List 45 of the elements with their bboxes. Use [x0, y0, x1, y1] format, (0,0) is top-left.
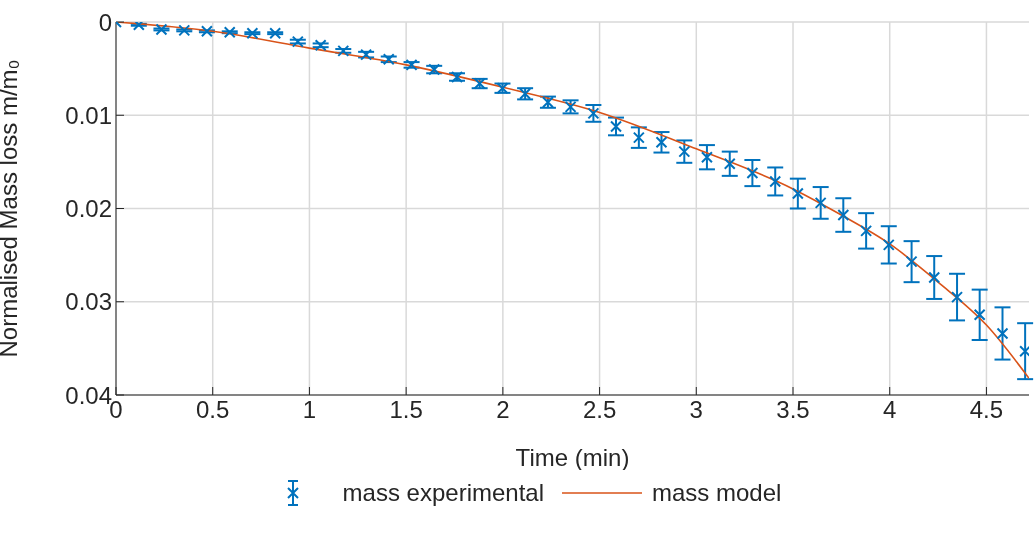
x-tick-label: 1.5 — [389, 396, 423, 424]
y-tick-label: 0.01 — [65, 101, 112, 129]
point — [655, 136, 668, 149]
point — [814, 196, 827, 209]
x-tick-label: 3 — [689, 396, 703, 424]
point — [337, 44, 350, 57]
legend-label: mass experimental — [342, 479, 545, 507]
x-tick-label: 2.5 — [582, 396, 617, 424]
point — [632, 131, 645, 144]
point — [678, 145, 691, 158]
point — [610, 120, 623, 133]
point — [223, 26, 236, 39]
point — [860, 224, 873, 237]
point — [314, 39, 327, 52]
point — [746, 167, 759, 180]
legend-label: mass model — [652, 479, 782, 507]
y-axis-title: Normalised Mass loss m/m₀ — [0, 59, 22, 358]
x-tick-label: 2 — [496, 396, 510, 424]
x-tick-label: 4.5 — [969, 396, 1004, 424]
x-tick-label: 1 — [302, 396, 317, 424]
point — [791, 187, 804, 200]
point — [769, 175, 782, 188]
y-tick-label: 0.02 — [65, 195, 112, 223]
point — [928, 271, 941, 284]
x-tick-label: 3.5 — [776, 396, 810, 424]
point — [882, 238, 895, 251]
point — [178, 24, 191, 37]
point — [700, 151, 713, 164]
y-tick-label: 0 — [98, 8, 112, 36]
x-tick-label: 4 — [883, 396, 897, 424]
point — [973, 308, 986, 321]
point — [269, 27, 282, 40]
point — [587, 107, 600, 120]
point — [951, 291, 964, 304]
point — [996, 327, 1009, 340]
point — [382, 53, 395, 66]
point — [200, 25, 213, 38]
point — [360, 48, 373, 61]
point — [155, 23, 168, 36]
point — [723, 157, 736, 170]
point — [837, 209, 850, 222]
x-tick-label: 0.5 — [196, 396, 230, 424]
y-tick-label: 0.03 — [65, 288, 112, 316]
point — [905, 255, 918, 268]
point — [246, 27, 259, 40]
